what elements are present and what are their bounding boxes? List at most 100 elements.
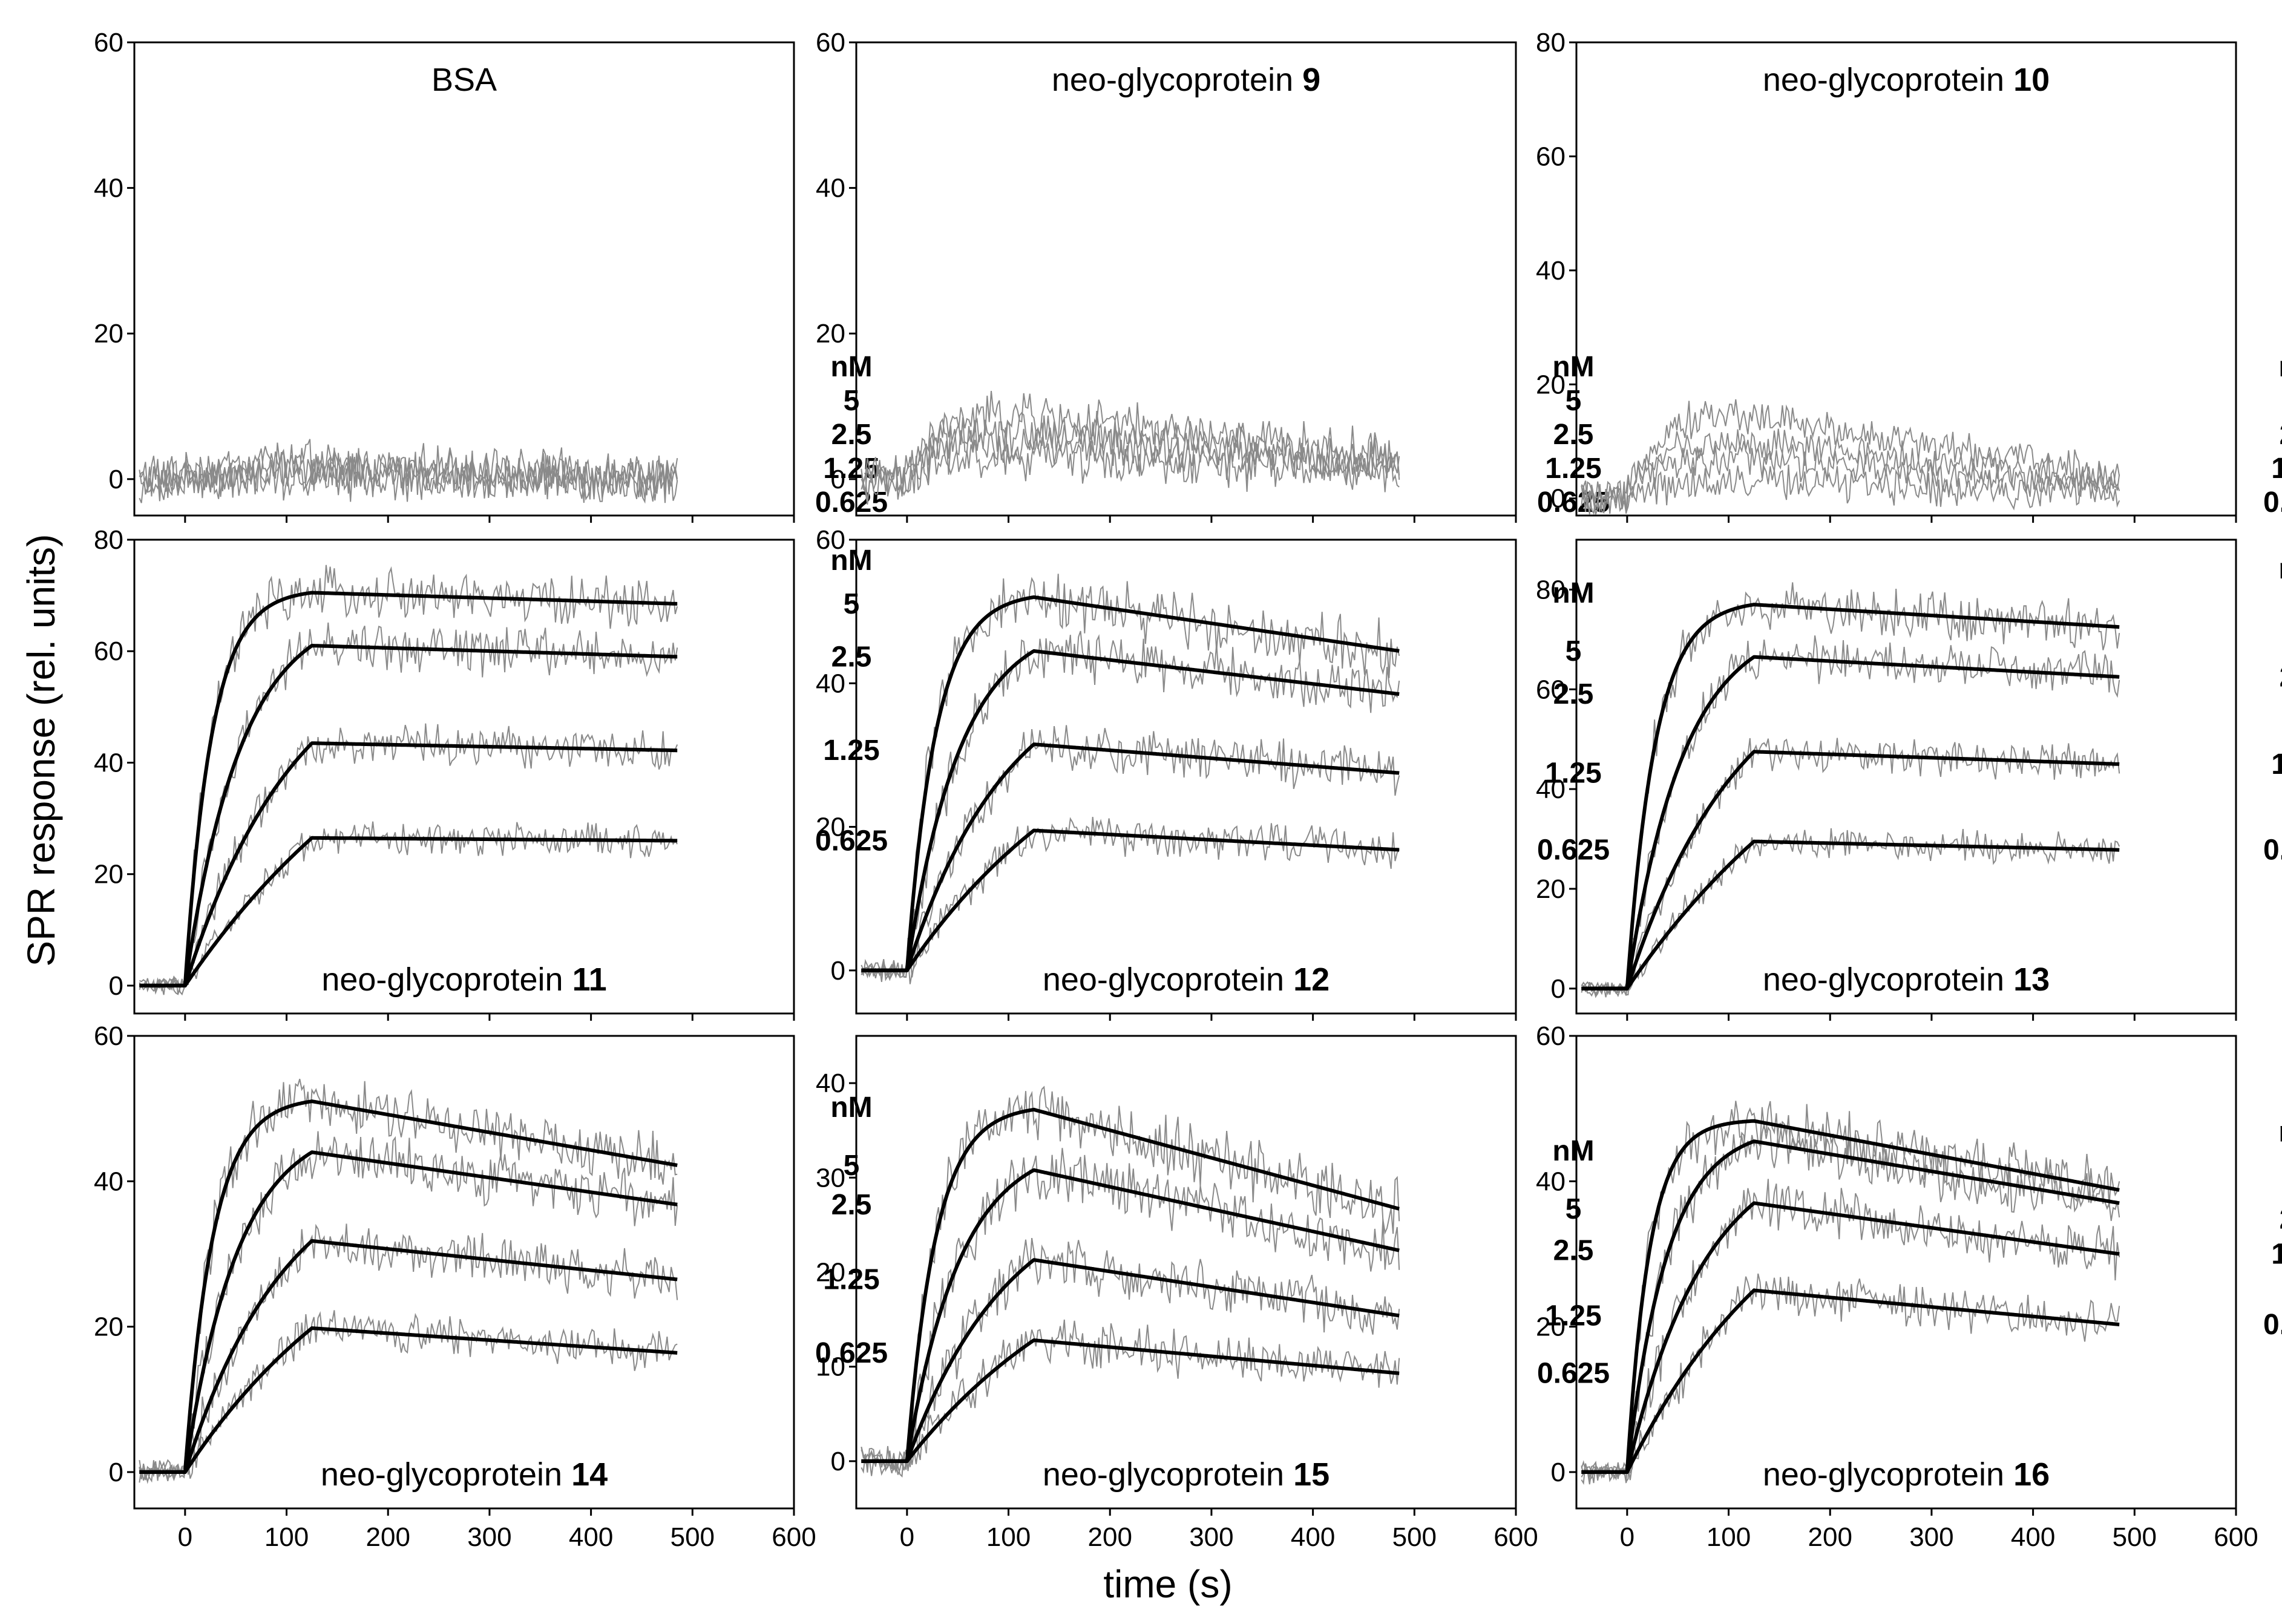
plot-frame [855,41,1517,517]
unit-label: nM [830,545,872,577]
concentration-label: 0.625 [815,1337,888,1369]
x-tick-label: 200 [1808,1522,1852,1552]
panel-grid: 0204060BSAnM52.51.250.6250204060neo-glyc… [94,28,2282,1552]
raw-trace-line [861,436,1400,505]
concentration-label: 1.25 [2271,748,2282,781]
unit-label: nM [1552,577,1594,609]
panel-title-prefix: neo-glycoprotein [1763,1456,2013,1493]
y-tick-label: 60 [1536,1021,1566,1051]
panel-title-number: 10 [2013,62,2050,98]
panel-title: neo-glycoprotein 9 [1052,62,1320,98]
chart-panel: 0 20 40 60 80 neo-glycoprotein 13 nM 5 2.5 1.25 0.… [1536,539,2282,1021]
y-tick-label: 60 [94,637,123,666]
y-tick-label: 0 [109,465,123,494]
y-tick-label: 20 [816,1258,845,1288]
raw-trace-line [139,444,678,503]
y-tick-label: 0 [831,956,845,986]
unit-label: nM [2278,1116,2282,1148]
y-tick-label: 0 [831,465,845,494]
y-tick-label: 0 [109,971,123,1001]
panel-title-number: 11 [572,961,607,998]
x-tick-label: 500 [2113,1522,2157,1552]
fit-line [139,1150,678,1474]
raw-trace-line [1581,428,2120,515]
unit-label: nM [830,1092,872,1124]
unit-label: nM [830,351,872,383]
panel-title: neo-glycoprotein 12 [1043,961,1330,998]
y-tick-label: 20 [816,813,845,842]
y-tick-label: 10 [816,1352,845,1382]
fit-line [1581,1201,2120,1474]
panel-title-prefix: BSA [431,62,497,98]
concentration-label: 2.5 [831,419,872,451]
chart-panel: 0 20 40 60 neo-glycoprotein 12 nM 5 2.5 1.25 0.62… [816,525,1610,1021]
fit-line [861,1338,1400,1463]
fit-line [861,742,1400,972]
x-tick-label: 500 [671,1522,715,1552]
x-tick-label: 0 [178,1522,192,1552]
panel-title: neo-glycoprotein 11 [321,961,606,998]
fit-line [861,828,1400,972]
x-axis-title: time (s) [1103,1562,1232,1606]
fit-line [861,1107,1400,1463]
fit-line [139,591,678,987]
raw-trace-line [139,821,678,992]
raw-trace-line [861,410,1400,497]
concentration-label: 2.5 [2280,661,2282,693]
unit-label: nM [1552,1135,1594,1167]
plot-frame [133,1035,795,1510]
y-tick-label: 40 [94,174,123,203]
y-tick-label: 30 [816,1163,845,1193]
y-tick-label: 0 [1551,484,1566,514]
x-tick-label: 0 [1620,1522,1634,1552]
panel-title-prefix: neo-glycoprotein [1763,62,2013,98]
fit-line [139,741,678,987]
raw-trace-line [861,417,1400,494]
y-tick-label: 0 [1551,1458,1566,1487]
raw-traces [139,439,678,504]
x-tick-label: 100 [1707,1522,1751,1552]
concentration-label: 2.5 [1553,678,1594,710]
raw-trace-line [1581,464,2120,513]
fit-line [139,1326,678,1474]
fit-line [1581,1139,2120,1474]
panel-title-number: 15 [1293,1456,1330,1493]
y-tick-label: 20 [1536,874,1566,904]
concentration-label: 0.625 [1537,834,1610,866]
x-tick-label: 300 [1909,1522,1953,1552]
panel-title-number: 14 [571,1456,608,1493]
x-tick-label: 600 [1493,1522,1538,1552]
fit-line [861,1168,1400,1463]
concentration-label: 1.25 [2271,1238,2282,1270]
raw-trace-line [1581,1273,2120,1482]
fit-line [1581,1119,2120,1474]
concentration-label: 0.625 [2263,834,2282,866]
fit-line [139,1099,678,1474]
y-tick-label: 60 [1536,142,1566,171]
plot-frame [1575,539,2237,1015]
y-tick-label: 80 [94,525,123,555]
y-tick-label: 0 [1551,974,1566,1004]
concentration-label: 2.5 [831,641,872,673]
fit-line [139,644,678,987]
raw-trace-line [139,723,678,995]
concentration-label: 5 [1566,385,1582,417]
x-tick-label: 600 [2214,1522,2258,1552]
raw-trace-line [1581,582,2120,998]
concentration-label: 0.625 [815,486,888,519]
raw-trace-line [1581,440,2120,515]
concentration-label: 0.625 [815,825,888,857]
y-tick-label: 40 [1536,1167,1566,1196]
raw-trace-line [139,1078,678,1482]
y-tick-label: 60 [94,28,123,57]
y-tick-label: 40 [94,1167,123,1196]
x-tick-label: 300 [467,1522,511,1552]
x-tick-label: 100 [986,1522,1031,1552]
concentration-label: 5 [1566,635,1582,667]
raw-trace-line [139,1223,678,1484]
x-tick-label: 100 [264,1522,309,1552]
concentration-label: 2.5 [2280,419,2282,451]
